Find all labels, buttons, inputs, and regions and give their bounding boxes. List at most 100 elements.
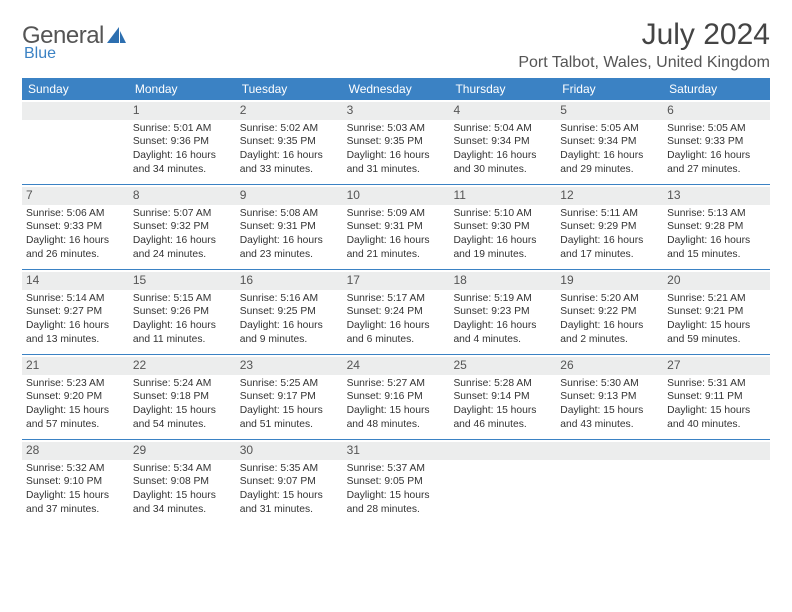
day-cell (663, 440, 770, 524)
sunset-text: Sunset: 9:11 PM (667, 390, 766, 404)
daylight-text: Daylight: 16 hours and 4 minutes. (453, 319, 552, 346)
day-cell: 30Sunrise: 5:35 AMSunset: 9:07 PMDayligh… (236, 440, 343, 524)
sunset-text: Sunset: 9:26 PM (133, 305, 232, 319)
sunrise-text: Sunrise: 5:27 AM (347, 377, 446, 391)
sunrise-text: Sunrise: 5:05 AM (667, 122, 766, 136)
day-number: 5 (560, 103, 567, 117)
sunrise-text: Sunrise: 5:25 AM (240, 377, 339, 391)
sunset-text: Sunset: 9:33 PM (26, 220, 125, 234)
day-number: 30 (240, 443, 253, 457)
weekday-row: SundayMondayTuesdayWednesdayThursdayFrid… (22, 78, 770, 100)
sunrise-text: Sunrise: 5:24 AM (133, 377, 232, 391)
weekday-header: Monday (129, 78, 236, 100)
day-cell: 4Sunrise: 5:04 AMSunset: 9:34 PMDaylight… (449, 100, 556, 184)
day-cell: 12Sunrise: 5:11 AMSunset: 9:29 PMDayligh… (556, 185, 663, 269)
day-cell: 6Sunrise: 5:05 AMSunset: 9:33 PMDaylight… (663, 100, 770, 184)
sunrise-text: Sunrise: 5:11 AM (560, 207, 659, 221)
sunrise-text: Sunrise: 5:15 AM (133, 292, 232, 306)
day-number: 10 (347, 188, 360, 202)
day-cell: 22Sunrise: 5:24 AMSunset: 9:18 PMDayligh… (129, 355, 236, 439)
daylight-text: Daylight: 16 hours and 13 minutes. (26, 319, 125, 346)
sunset-text: Sunset: 9:14 PM (453, 390, 552, 404)
daylight-text: Daylight: 16 hours and 9 minutes. (240, 319, 339, 346)
sunset-text: Sunset: 9:31 PM (240, 220, 339, 234)
header: General Blue July 2024 Port Talbot, Wale… (22, 18, 770, 72)
sunrise-text: Sunrise: 5:17 AM (347, 292, 446, 306)
day-cell: 27Sunrise: 5:31 AMSunset: 9:11 PMDayligh… (663, 355, 770, 439)
day-number: 20 (667, 273, 680, 287)
sunrise-text: Sunrise: 5:20 AM (560, 292, 659, 306)
day-cell: 29Sunrise: 5:34 AMSunset: 9:08 PMDayligh… (129, 440, 236, 524)
day-number: 18 (453, 273, 466, 287)
weekday-header: Tuesday (236, 78, 343, 100)
sunrise-text: Sunrise: 5:13 AM (667, 207, 766, 221)
sunset-text: Sunset: 9:08 PM (133, 475, 232, 489)
daylight-text: Daylight: 15 hours and 34 minutes. (133, 489, 232, 516)
daylight-text: Daylight: 15 hours and 43 minutes. (560, 404, 659, 431)
daylight-text: Daylight: 15 hours and 59 minutes. (667, 319, 766, 346)
weekday-header: Saturday (663, 78, 770, 100)
sail-icon (106, 26, 128, 51)
day-number: 15 (133, 273, 146, 287)
day-cell: 1Sunrise: 5:01 AMSunset: 9:36 PMDaylight… (129, 100, 236, 184)
sunrise-text: Sunrise: 5:01 AM (133, 122, 232, 136)
sunset-text: Sunset: 9:05 PM (347, 475, 446, 489)
sunrise-text: Sunrise: 5:32 AM (26, 462, 125, 476)
daylight-text: Daylight: 16 hours and 29 minutes. (560, 149, 659, 176)
daylight-text: Daylight: 16 hours and 27 minutes. (667, 149, 766, 176)
day-cell: 14Sunrise: 5:14 AMSunset: 9:27 PMDayligh… (22, 270, 129, 354)
daylight-text: Daylight: 15 hours and 46 minutes. (453, 404, 552, 431)
week-row: 14Sunrise: 5:14 AMSunset: 9:27 PMDayligh… (22, 270, 770, 355)
day-number: 26 (560, 358, 573, 372)
calendar: SundayMondayTuesdayWednesdayThursdayFrid… (22, 78, 770, 524)
daylight-text: Daylight: 15 hours and 51 minutes. (240, 404, 339, 431)
day-cell (556, 440, 663, 524)
day-cell: 10Sunrise: 5:09 AMSunset: 9:31 PMDayligh… (343, 185, 450, 269)
sunrise-text: Sunrise: 5:14 AM (26, 292, 125, 306)
sunset-text: Sunset: 9:35 PM (347, 135, 446, 149)
sunrise-text: Sunrise: 5:35 AM (240, 462, 339, 476)
week-row: 7Sunrise: 5:06 AMSunset: 9:33 PMDaylight… (22, 185, 770, 270)
day-number: 27 (667, 358, 680, 372)
weekday-header: Thursday (449, 78, 556, 100)
sunset-text: Sunset: 9:35 PM (240, 135, 339, 149)
day-number: 8 (133, 188, 140, 202)
day-number: 1 (133, 103, 140, 117)
day-number: 17 (347, 273, 360, 287)
day-cell: 8Sunrise: 5:07 AMSunset: 9:32 PMDaylight… (129, 185, 236, 269)
daylight-text: Daylight: 15 hours and 31 minutes. (240, 489, 339, 516)
sunrise-text: Sunrise: 5:04 AM (453, 122, 552, 136)
sunset-text: Sunset: 9:28 PM (667, 220, 766, 234)
sunrise-text: Sunrise: 5:02 AM (240, 122, 339, 136)
day-number: 13 (667, 188, 680, 202)
location: Port Talbot, Wales, United Kingdom (518, 54, 770, 72)
sunset-text: Sunset: 9:29 PM (560, 220, 659, 234)
day-cell: 31Sunrise: 5:37 AMSunset: 9:05 PMDayligh… (343, 440, 450, 524)
sunset-text: Sunset: 9:13 PM (560, 390, 659, 404)
day-number: 28 (26, 443, 39, 457)
day-cell: 17Sunrise: 5:17 AMSunset: 9:24 PMDayligh… (343, 270, 450, 354)
day-number: 19 (560, 273, 573, 287)
day-cell: 20Sunrise: 5:21 AMSunset: 9:21 PMDayligh… (663, 270, 770, 354)
sunset-text: Sunset: 9:10 PM (26, 475, 125, 489)
day-cell: 15Sunrise: 5:15 AMSunset: 9:26 PMDayligh… (129, 270, 236, 354)
day-number: 25 (453, 358, 466, 372)
sunset-text: Sunset: 9:17 PM (240, 390, 339, 404)
sunrise-text: Sunrise: 5:03 AM (347, 122, 446, 136)
week-row: 21Sunrise: 5:23 AMSunset: 9:20 PMDayligh… (22, 355, 770, 440)
day-number: 4 (453, 103, 460, 117)
month-title: July 2024 (518, 18, 770, 52)
sunset-text: Sunset: 9:16 PM (347, 390, 446, 404)
day-cell (22, 100, 129, 184)
daylight-text: Daylight: 16 hours and 15 minutes. (667, 234, 766, 261)
day-cell: 23Sunrise: 5:25 AMSunset: 9:17 PMDayligh… (236, 355, 343, 439)
sunrise-text: Sunrise: 5:30 AM (560, 377, 659, 391)
daylight-text: Daylight: 16 hours and 24 minutes. (133, 234, 232, 261)
daylight-text: Daylight: 15 hours and 28 minutes. (347, 489, 446, 516)
sunset-text: Sunset: 9:33 PM (667, 135, 766, 149)
daylight-text: Daylight: 15 hours and 37 minutes. (26, 489, 125, 516)
sunrise-text: Sunrise: 5:07 AM (133, 207, 232, 221)
day-cell: 7Sunrise: 5:06 AMSunset: 9:33 PMDaylight… (22, 185, 129, 269)
sunrise-text: Sunrise: 5:10 AM (453, 207, 552, 221)
day-number: 12 (560, 188, 573, 202)
